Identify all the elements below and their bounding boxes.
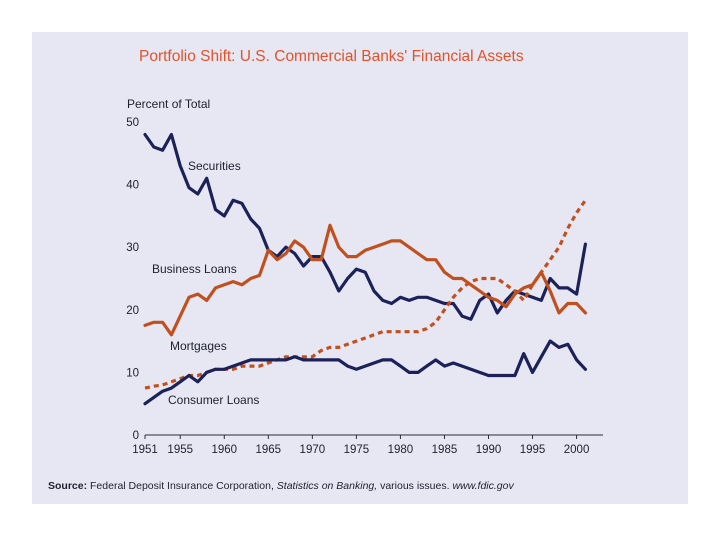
chart-title: Portfolio Shift: U.S. Commercial Banks' … [139, 48, 524, 65]
x-tick-label: 1990 [476, 444, 502, 456]
label-consumer-loans: Consumer Loans [168, 393, 259, 407]
x-tick-label: 1980 [388, 444, 414, 456]
y-tick-label: 20 [126, 305, 139, 317]
source-publication: Statistics on Banking, [276, 480, 378, 492]
x-tick-label: 1970 [300, 444, 326, 456]
label-securities: Securities [188, 159, 241, 173]
x-tick-label: 1951 [132, 444, 158, 456]
source-text: Federal Deposit Insurance Corporation, [87, 480, 277, 492]
y-tick-label: 40 [126, 180, 139, 192]
source-url: www.fdic.gov [452, 480, 514, 492]
axes: 0 10 20 30 40 50 1951 1955 1960 1965 1970 1975 1980 1… [126, 117, 603, 456]
y-tick-label: 0 [133, 430, 139, 442]
y-axis-label: Percent of Total [127, 97, 210, 111]
x-tick-label: 1965 [256, 444, 282, 456]
series-line-consumer-loans [143, 339, 587, 406]
x-tick-label: 2000 [564, 444, 590, 456]
series-line-securities [143, 132, 587, 321]
x-tick-label: 1955 [167, 444, 193, 456]
x-tick-label: 1975 [344, 444, 370, 456]
y-tick-label: 50 [126, 117, 139, 129]
label-mortgages: Mortgages [170, 339, 227, 353]
y-tick-label: 10 [126, 367, 139, 379]
series-line-business-loans [143, 223, 587, 337]
source-note: Source: Federal Deposit Insurance Corpor… [48, 480, 514, 492]
source-label: Source: [48, 480, 88, 492]
x-tick-label: 1960 [211, 444, 237, 456]
x-tick-label: 1985 [432, 444, 458, 456]
series-group [143, 132, 587, 406]
label-business-loans: Business Loans [152, 262, 237, 276]
x-tick-label: 1995 [520, 444, 546, 456]
y-tick-label: 30 [126, 242, 139, 254]
chart-panel [32, 32, 688, 504]
source-text-2: various issues. [377, 480, 453, 492]
